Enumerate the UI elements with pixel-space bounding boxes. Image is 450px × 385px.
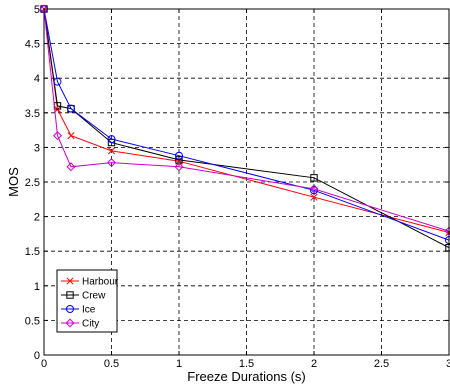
- axis-ticks: 0 0.5 1 1.5 2 2.5 3 0 0.5 1 1.5 2 2.5 3 3.5 4 4.5 5: [25, 4, 450, 370]
- y-tick-label: 2.5: [25, 177, 40, 189]
- y-tick-label: 2: [34, 212, 40, 224]
- data-point-city: [52, 131, 63, 141]
- series-line-ice: [43, 8, 450, 241]
- data-point-harbour: [107, 147, 116, 155]
- data-point-city: [66, 162, 76, 172]
- marker-stroke: [67, 132, 75, 140]
- grid-lines: [44, 9, 449, 355]
- y-tick-label: 1.5: [25, 246, 40, 258]
- x-tick-label: 1: [176, 358, 182, 370]
- y-tick-label: 1: [34, 281, 40, 293]
- y-tick-label: 4: [34, 73, 40, 85]
- data-point-ice: [175, 151, 183, 160]
- legend: Harbour Crew Ice City: [56, 269, 119, 333]
- data-point-harbour: [67, 132, 75, 140]
- x-tick-label: 0: [41, 358, 47, 370]
- series-layer: [39, 4, 450, 252]
- y-tick-label: 0.5: [25, 315, 40, 327]
- marker-stroke: [107, 147, 116, 155]
- x-tick-label: 1.5: [239, 358, 254, 370]
- marker-stroke: [310, 193, 318, 201]
- y-tick-label: 5: [34, 4, 40, 16]
- legend-label-crew: Crew: [82, 291, 106, 302]
- x-tick-label: 2.5: [374, 358, 389, 370]
- data-point-ice: [107, 135, 116, 144]
- data-point-ice: [53, 77, 62, 86]
- data-point-city: [106, 158, 117, 168]
- data-point-city: [174, 162, 184, 172]
- legend-marker-harbour: [66, 277, 74, 285]
- y-tick-label: 3.5: [25, 108, 40, 120]
- legend-marker-crew: [66, 291, 74, 299]
- data-point-city: [309, 184, 319, 194]
- legend-marker-city: [65, 318, 75, 328]
- y-tick-label: 4.5: [25, 39, 40, 51]
- x-tick-label: 0.5: [104, 358, 119, 370]
- y-tick-label: 0: [34, 350, 40, 362]
- x-tick-label: 2: [311, 358, 317, 370]
- legend-label-harbour: Harbour: [82, 277, 119, 288]
- series-line-city: [43, 8, 450, 232]
- data-point-harbour: [310, 193, 318, 201]
- marker-stroke: [66, 277, 74, 285]
- y-axis-label: MOS: [6, 167, 21, 197]
- data-point-ice: [67, 104, 75, 113]
- x-tick-label: 3: [446, 358, 450, 370]
- data-point-crew: [310, 174, 318, 182]
- legend-label-city: City: [82, 319, 99, 330]
- x-axis-label: Freeze Durations (s): [187, 369, 305, 384]
- y-tick-label: 3: [34, 142, 40, 154]
- legend-label-ice: Ice: [82, 305, 96, 316]
- legend-marker-ice: [66, 305, 74, 313]
